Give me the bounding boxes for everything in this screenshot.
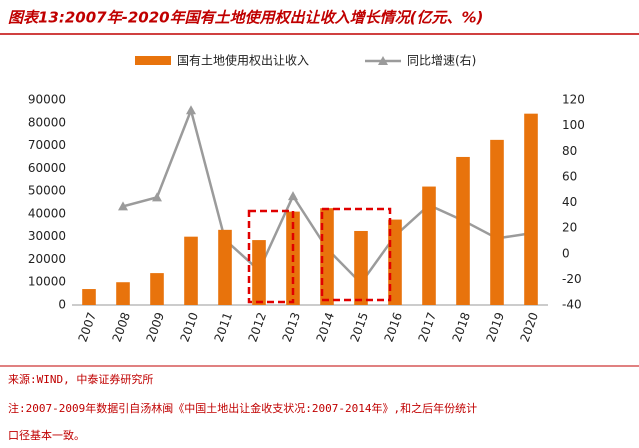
- y2-tick-label: 120: [562, 93, 585, 107]
- x-tick-label: 2013: [280, 310, 304, 343]
- y-tick-label: 70000: [28, 138, 66, 152]
- y-tick-label: 90000: [28, 93, 66, 107]
- y2-tick-label: 80: [562, 144, 577, 158]
- bar: [82, 289, 96, 305]
- chart-title: 图表13:2007年-2020年国有土地使用权出让收入增长情况(亿元、%): [8, 9, 483, 27]
- x-tick-label: 2020: [518, 310, 542, 343]
- x-tick-label: 2012: [246, 310, 270, 343]
- x-tick-label: 2008: [110, 310, 134, 343]
- note: 口径基本一致。: [8, 428, 85, 442]
- y2-tick-label: 40: [562, 195, 577, 209]
- x-tick-label: 2011: [212, 310, 236, 343]
- bar: [218, 229, 232, 305]
- bar: [320, 208, 334, 305]
- bar: [388, 219, 402, 305]
- y2-tick-label: 0: [562, 246, 570, 260]
- x-tick-label: 2018: [450, 310, 474, 343]
- x-tick-label: 2016: [382, 310, 406, 343]
- x-tick-label: 2017: [416, 310, 440, 343]
- bar: [116, 282, 130, 305]
- y-tick-label: 40000: [28, 206, 66, 220]
- marker: [118, 201, 128, 211]
- marker: [288, 191, 298, 201]
- x-tick-label: 2019: [484, 310, 508, 343]
- y2-tick-label: 60: [562, 169, 577, 183]
- legend-swatch: [378, 56, 388, 65]
- y2-tick-label: -20: [562, 272, 582, 286]
- y-tick-label: 0: [58, 298, 66, 312]
- legend-swatch: [135, 56, 171, 65]
- bar: [490, 139, 504, 305]
- x-tick-label: 2015: [348, 310, 372, 343]
- y-tick-label: 30000: [28, 229, 66, 243]
- marker: [186, 105, 196, 115]
- note: 注:2007-2009年数据引自汤林闽《中国土地出让金收支状况:2007-201…: [8, 401, 477, 415]
- x-tick-label: 2007: [76, 310, 100, 343]
- legend-label: 国有土地使用权出让收入: [177, 53, 309, 68]
- highlight-box: [320, 207, 392, 302]
- y-tick-label: 60000: [28, 161, 66, 175]
- bar: [456, 156, 470, 305]
- legend-label: 同比增速(右): [407, 53, 476, 68]
- y-tick-label: 80000: [28, 115, 66, 129]
- y-tick-label: 10000: [28, 275, 66, 289]
- source: 来源:WIND, 中泰证券研究所: [8, 372, 153, 386]
- y-tick-label: 50000: [28, 184, 66, 198]
- bar: [252, 240, 266, 305]
- bar: [524, 113, 538, 306]
- y-tick-label: 20000: [28, 252, 66, 266]
- highlight-box: [247, 209, 295, 304]
- bar: [354, 230, 368, 305]
- x-tick-label: 2009: [144, 310, 168, 343]
- x-tick-label: 2014: [314, 310, 338, 343]
- y2-tick-label: 20: [562, 221, 577, 235]
- bar: [150, 273, 164, 305]
- y2-tick-label: -40: [562, 298, 582, 312]
- x-tick-label: 2010: [178, 310, 202, 343]
- bar: [184, 236, 198, 305]
- bar: [422, 186, 436, 305]
- marker: [152, 192, 162, 202]
- y2-tick-label: 100: [562, 118, 585, 132]
